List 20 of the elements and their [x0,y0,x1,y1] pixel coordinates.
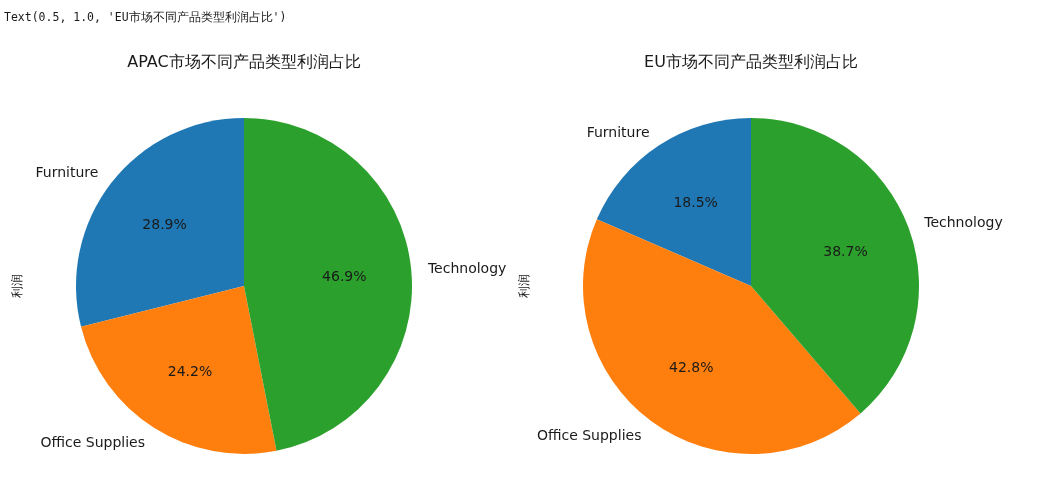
slice-label: Furniture [586,123,650,140]
data-label: 46.9% [322,268,367,285]
text: 利润 [517,274,531,298]
slice-label: Office Supplies [536,426,642,443]
data-label: 24.2% [167,363,213,380]
text: Text(0.5, 1.0, 'EU市场不同产品类型利润占比') [4,10,287,24]
pie-slice [244,118,412,451]
text: 利润 [10,274,24,298]
pie-slice [81,286,277,454]
data-label: 18.5% [673,193,718,210]
chart-title: APAC市场不同产品类型利润占比 [127,51,361,71]
slice-label: Technology [426,260,507,277]
pie-slice [751,118,919,414]
data-label: 38.7% [823,242,868,259]
data-label: 42.8% [669,359,714,376]
slice-label: Office Supplies [40,434,145,451]
data-label: 28.9% [142,215,187,232]
slice-label: Furniture [35,164,99,181]
slice-label: Technology [923,213,1003,230]
chart-title: EU市场不同产品类型利润占比 [644,51,858,71]
